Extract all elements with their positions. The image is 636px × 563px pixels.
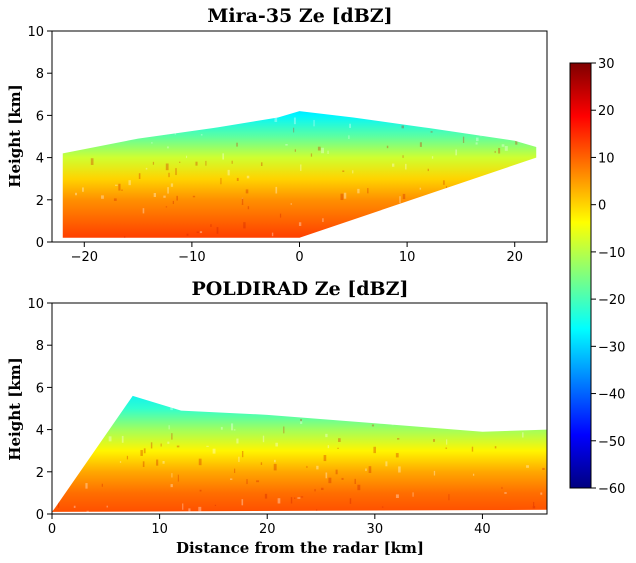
colorbar-tick-label: −50 (598, 435, 625, 450)
plot-frame (51, 302, 548, 515)
x-tick-label: −20 (71, 250, 98, 265)
x-tick-label: 10 (399, 250, 416, 265)
colorbar: 30 20 10 0 −10 −20 −30 −40 −50 −60 (569, 57, 625, 497)
mira-35-chart: Mira-35 Ze [dBZ] −20 −10 0 10 20 0 2 4 6 8 10 Hei… (6, 5, 548, 265)
y-tick-label: 10 (27, 25, 44, 40)
x-axis-ticks: −20 −10 0 10 20 (71, 242, 523, 265)
colorbar-tick-label: −30 (598, 340, 625, 355)
y-tick-label: 4 (36, 152, 44, 167)
y-axis-label: Height [km] (6, 84, 24, 187)
colorbar-gradient (569, 62, 592, 489)
x-tick-label: 30 (367, 522, 384, 537)
colorbar-tick-label: 20 (598, 104, 615, 119)
poldirad-echo-layer (52, 395, 547, 512)
x-tick-label: 20 (259, 522, 276, 537)
colorbar-tick-label: −10 (598, 246, 625, 261)
echo-region (62, 111, 537, 238)
x-tick-label: 0 (295, 250, 303, 265)
colorbar-tick-label: 30 (598, 57, 615, 72)
x-axis-label: Distance from the radar [km] (176, 539, 424, 557)
x-tick-label: 40 (474, 522, 491, 537)
y-tick-label: 2 (36, 194, 44, 209)
poldirad-chart: POLDIRAD Ze [dBZ] 0 10 20 30 40 0 2 4 6 8 10 Heig… (6, 278, 548, 557)
y-tick-label: 4 (36, 424, 44, 439)
colorbar-tick-label: 0 (598, 199, 606, 214)
y-axis-label: Height [km] (6, 357, 24, 460)
colorbar-tick-label: 10 (598, 151, 615, 166)
y-tick-label: 6 (36, 381, 44, 396)
y-axis-ticks: 0 2 4 6 8 10 (27, 25, 52, 251)
colorbar-tick-label: −60 (598, 482, 625, 497)
chart-title: Mira-35 Ze [dBZ] (207, 5, 392, 27)
colorbar-tick-label: −20 (598, 293, 625, 308)
y-axis-ticks: 0 2 4 6 8 10 (27, 297, 52, 523)
x-axis-ticks: 0 10 20 30 40 (48, 514, 491, 537)
x-tick-label: 10 (151, 522, 168, 537)
y-tick-label: 2 (36, 466, 44, 481)
colorbar-tick-label: −40 (598, 388, 625, 403)
x-tick-label: 0 (48, 522, 56, 537)
y-tick-label: 8 (36, 339, 44, 354)
mira-35-echo-layer (62, 111, 537, 238)
chart-title: POLDIRAD Ze [dBZ] (192, 278, 409, 300)
y-tick-label: 6 (36, 109, 44, 124)
x-tick-label: 20 (506, 250, 523, 265)
colorbar-ticks: 30 20 10 0 −10 −20 −30 −40 −50 −60 (591, 57, 625, 497)
echo-region (52, 395, 547, 512)
y-tick-label: 0 (36, 508, 44, 523)
y-tick-label: 8 (36, 67, 44, 82)
x-tick-label: −10 (178, 250, 205, 265)
y-tick-label: 0 (36, 236, 44, 251)
y-tick-label: 10 (27, 297, 44, 312)
